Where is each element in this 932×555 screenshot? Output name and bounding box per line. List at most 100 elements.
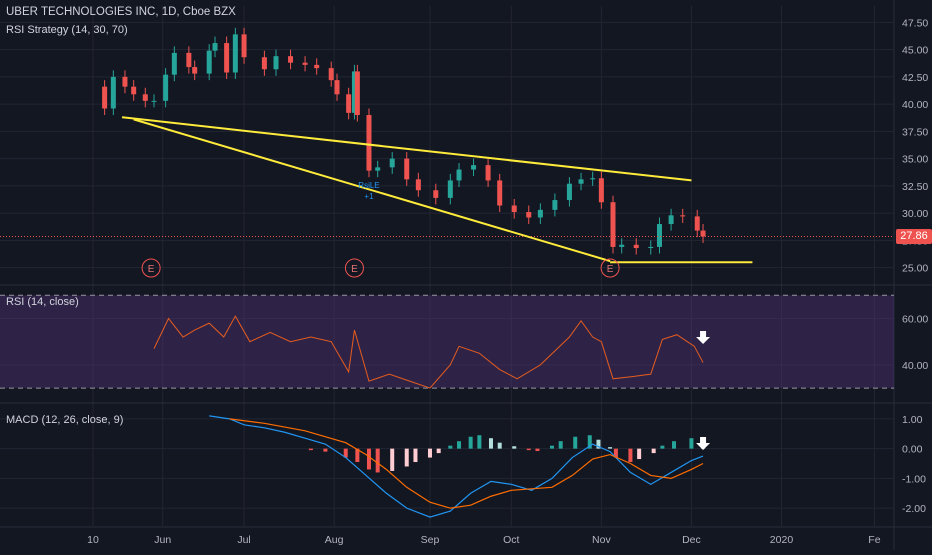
candle-body [328,68,334,81]
candle-body [314,64,320,69]
candle-body [151,100,157,102]
earnings-marker-label: E [607,264,614,275]
candle-body [680,215,686,217]
macd-histogram-bar [343,448,348,458]
macd-histogram-bar [355,448,360,463]
x-tick-label: Sep [421,534,440,546]
candle-body [163,74,169,101]
candle-body [619,244,625,247]
x-tick-label: Dec [682,534,701,546]
price-y-tick-label: 42.50 [902,72,928,84]
price-y-tick-label: 47.50 [902,17,928,29]
candle-body [497,180,503,206]
macd-histogram-bar [413,448,418,463]
candle-body [526,212,532,218]
rsi-title[interactable]: RSI (14, close) [6,296,79,308]
candle-body [186,52,192,68]
macd-histogram-bar [308,448,313,451]
macd-histogram-bar [637,448,642,460]
x-tick-label: Aug [325,534,344,546]
rsi-band [0,295,894,389]
candle-body [273,56,279,70]
macd-histogram-bar [390,448,395,471]
macd-histogram-bar [457,441,462,449]
candle-body [598,178,604,203]
earnings-marker [141,258,161,278]
macd-y-tick-label: 1.00 [902,414,923,426]
symbol-title[interactable]: UBER TECHNOLOGIES INC, 1D, Cboe BZX [6,6,236,18]
candle-body [288,56,294,63]
candle-body [590,178,596,180]
rsi-y-tick-label: 60.00 [902,313,928,325]
candle-body [485,165,491,181]
candle-body [694,216,700,231]
trendline [121,116,692,182]
candle-body [566,183,572,201]
last-price-tag: 27.86 [896,229,932,244]
candle-body [192,67,198,74]
macd-line [209,415,704,518]
macd-signal-line [229,418,704,509]
macd-y-tick-label: 0.00 [902,444,923,456]
macd-histogram-bar [477,435,482,449]
candle-body [142,94,148,101]
macd-histogram-bar [366,448,371,470]
x-tick-label: 10 [87,534,99,546]
candle-body [668,215,674,225]
macd-histogram-bar [596,439,601,449]
price-y-tick-label: 25.00 [902,263,928,275]
candle-body [224,43,230,73]
strategy-label[interactable]: RSI Strategy (14, 30, 70) [6,24,128,36]
candle-body [447,180,453,198]
candle-body [633,244,639,249]
macd-histogram-bar [587,435,592,449]
candle-body [131,86,137,95]
x-tick-label: Fe [868,534,880,546]
earnings-marker-label: E [351,264,358,275]
candle-body [610,202,616,247]
macd-histogram-bar [573,436,578,449]
candle-body [122,76,128,87]
candle-body [171,52,177,75]
macd-histogram-bar [526,448,531,451]
rsi-line [153,315,704,389]
candle-body [206,50,212,74]
rsi-y-tick-label: 40.00 [902,360,928,372]
trendline [133,118,611,263]
candle-body [537,209,543,218]
x-tick-label: Jul [237,534,250,546]
macd-histogram-bar [660,445,665,449]
macd-histogram-bar [608,447,613,449]
macd-histogram-bar [488,438,493,449]
candle-body [389,158,395,168]
earnings-marker [600,258,620,278]
candle-body [241,34,247,58]
candle-body [511,205,517,213]
price-y-tick-label: 30.00 [902,208,928,220]
macd-title[interactable]: MACD (12, 26, close, 9) [6,414,124,426]
macd-histogram-bar [497,442,502,449]
candle-body [302,62,308,65]
macd-histogram-bar [558,441,563,449]
candle-body [471,165,477,170]
macd-histogram-bar [689,438,694,449]
price-y-tick-label: 32.50 [902,181,928,193]
price-y-tick-label: 40.00 [902,99,928,111]
x-tick-label: Oct [503,534,519,546]
macd-histogram-bar [651,448,656,454]
candle-body [456,169,462,181]
candle-body [351,71,357,113]
strategy-signal-label: RsiLE [358,181,379,190]
signal-arrow-down-icon [696,331,711,344]
candle-body [354,71,360,116]
candle-body [578,179,584,184]
macd-histogram-bar [468,436,473,449]
price-y-tick-label: 37.50 [902,126,928,138]
earnings-marker [344,258,364,278]
macd-histogram-bar [323,448,328,452]
candle-body [404,158,410,180]
signal-arrow-down-icon [696,437,711,450]
candle-body [648,246,654,249]
price-y-tick-label: 45.00 [902,45,928,57]
